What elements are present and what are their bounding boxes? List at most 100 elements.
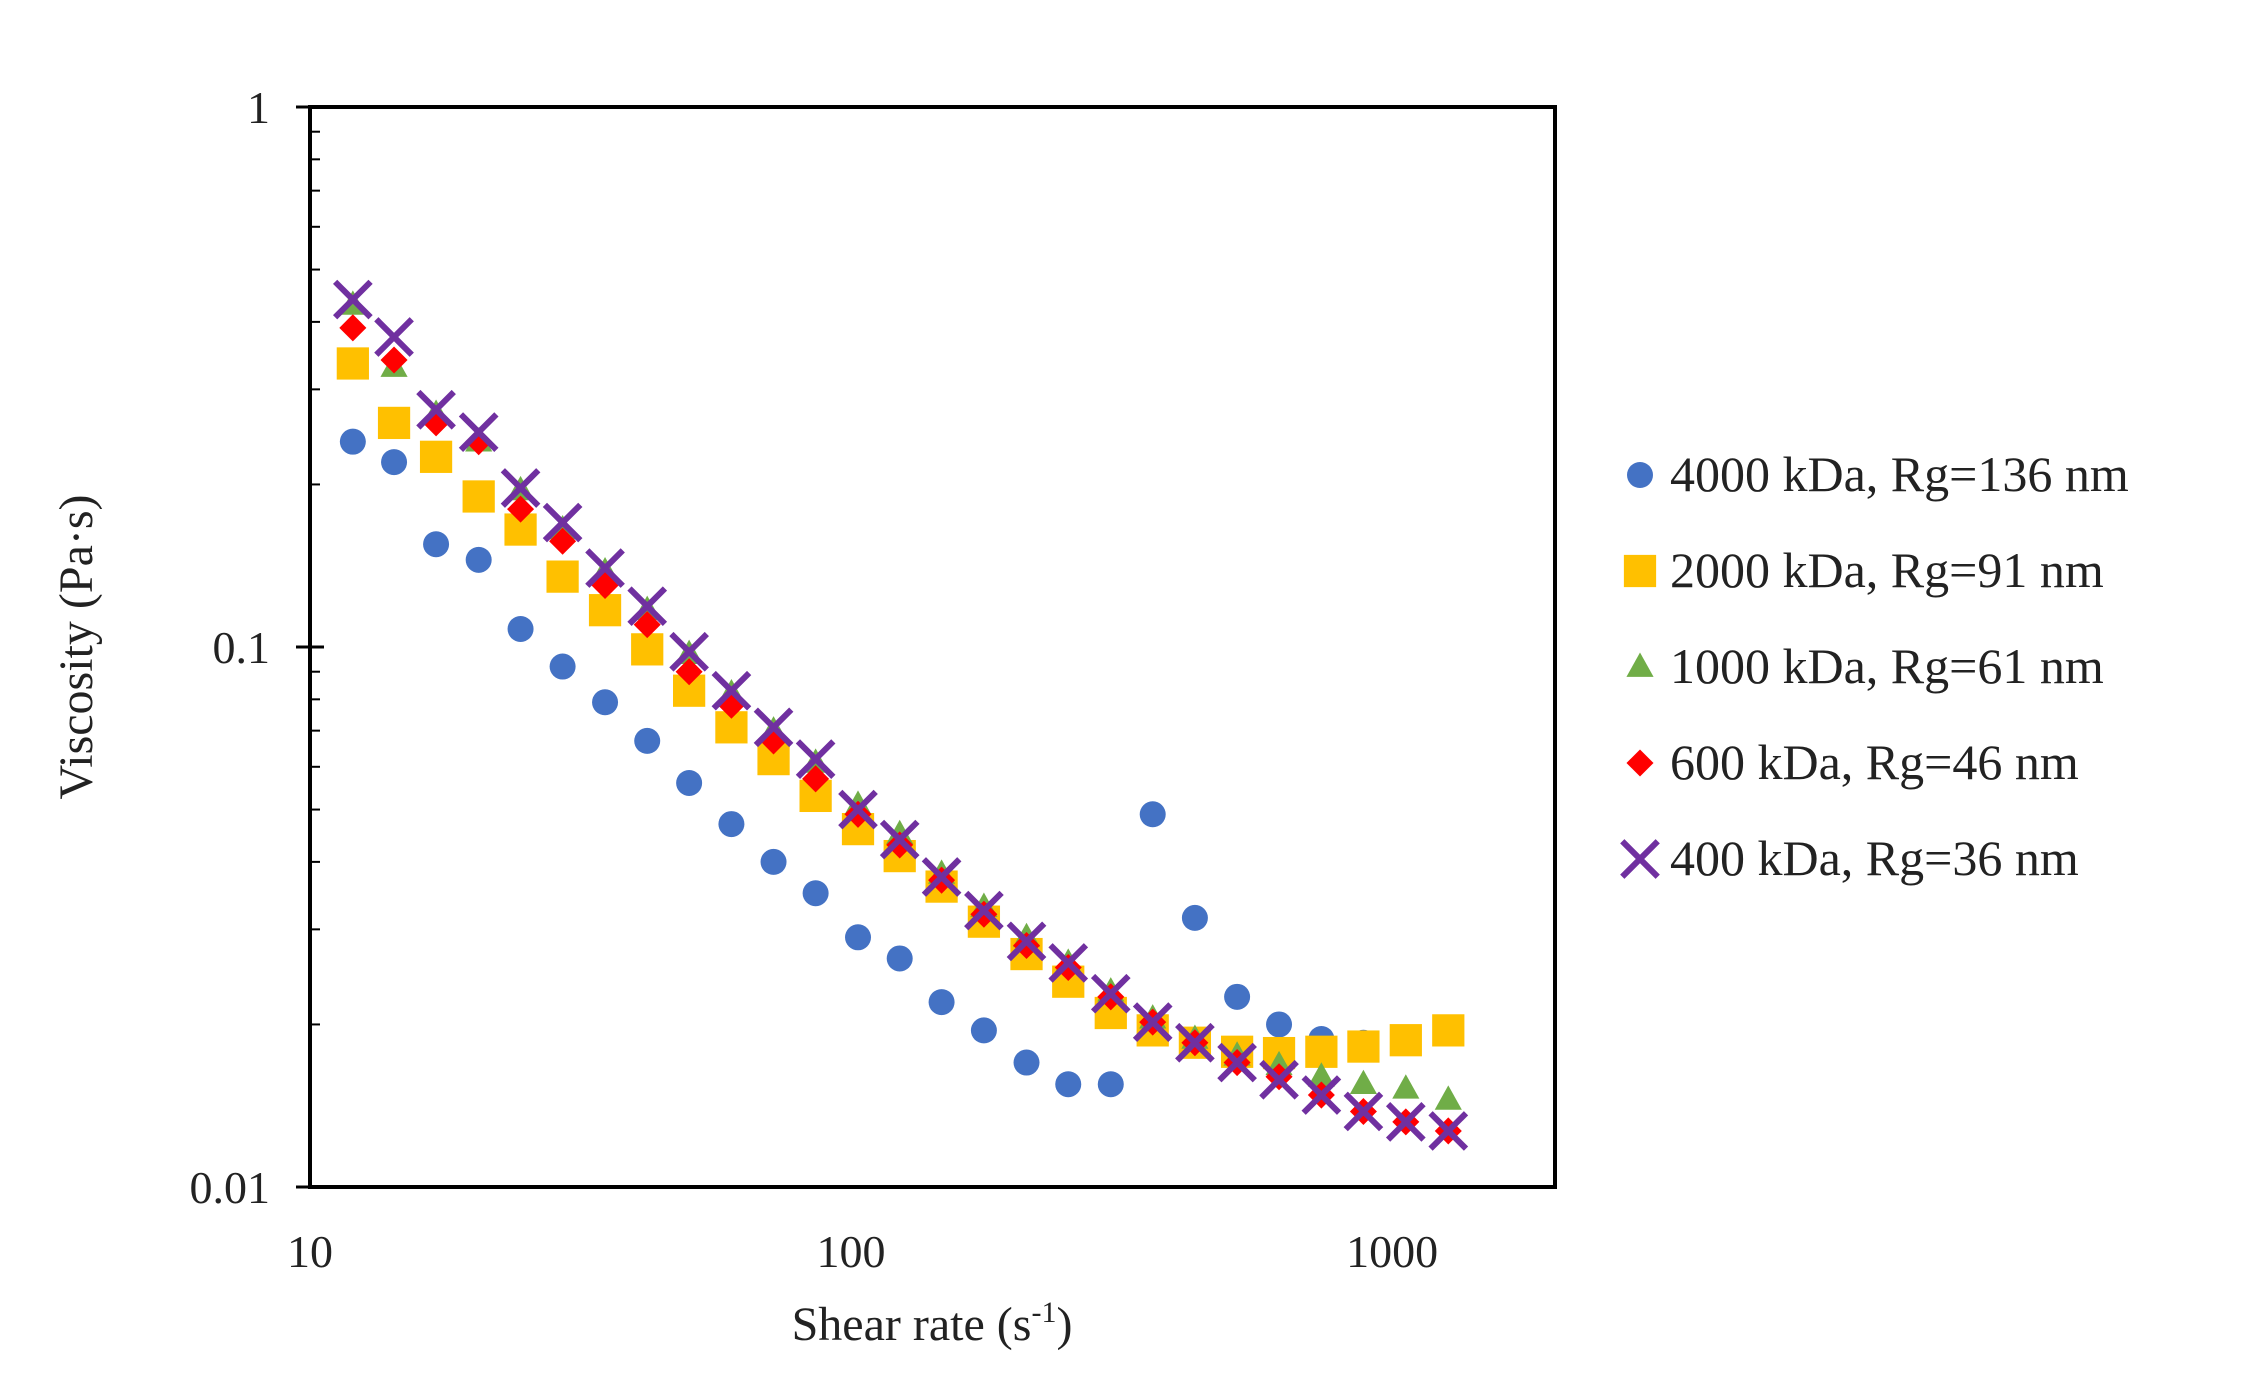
legend-marker <box>1626 652 1654 677</box>
data-point <box>802 765 830 793</box>
data-point <box>844 800 872 828</box>
data-point <box>634 727 661 754</box>
data-point <box>1132 1002 1173 1042</box>
data-point <box>675 658 703 686</box>
x-axis-ticks: 10 100 1000 <box>287 1226 1438 1277</box>
data-point <box>507 495 535 523</box>
data-point <box>465 546 492 573</box>
data-point <box>1055 1071 1082 1098</box>
data-point <box>458 412 499 452</box>
data-point <box>1048 943 1089 983</box>
data-point <box>339 428 366 455</box>
data-point <box>1006 921 1047 962</box>
y-tick-label: 0.01 <box>190 1162 271 1213</box>
data-point <box>964 890 1004 931</box>
data-point <box>1385 1102 1426 1142</box>
data-point <box>546 560 579 593</box>
x-axis-title: Shear rate (s-1) <box>792 1296 1073 1351</box>
data-point <box>339 314 367 342</box>
data-point <box>1434 1085 1462 1110</box>
data-point <box>760 848 787 875</box>
data-point <box>585 548 625 588</box>
data-point <box>380 346 408 374</box>
data-points <box>332 279 1469 1151</box>
data-point <box>1347 1030 1380 1063</box>
data-point <box>676 769 703 796</box>
data-point <box>507 615 534 642</box>
data-point <box>1349 1069 1377 1095</box>
legend-label: 4000 kDa, Rg=136 nm <box>1670 446 2129 502</box>
data-point <box>1389 1024 1422 1057</box>
legend-marker <box>1626 749 1654 777</box>
data-point <box>549 527 577 555</box>
x-tick-label: 1000 <box>1346 1226 1438 1277</box>
data-point <box>549 653 576 680</box>
data-point <box>928 989 955 1016</box>
data-point <box>1307 1062 1335 1087</box>
data-point <box>1428 1111 1469 1151</box>
data-point <box>381 449 408 476</box>
plot-area <box>308 105 1557 1189</box>
data-point <box>419 440 453 473</box>
x-tick-label: 10 <box>287 1226 333 1277</box>
data-point <box>332 279 373 320</box>
data-point <box>462 480 495 513</box>
data-point <box>711 670 752 711</box>
data-point <box>1392 1074 1420 1099</box>
legend-label: 1000 kDa, Rg=61 nm <box>1670 638 2104 694</box>
data-point <box>795 739 836 779</box>
x-axis-title-sup: -1 <box>1031 1296 1056 1329</box>
data-point <box>377 406 411 440</box>
y-axis-ticks: 0.01 0.1 1 <box>190 82 324 1213</box>
data-point <box>886 945 913 972</box>
legend: 4000 kDa, Rg=136 nm 2000 kDa, Rg=91 nm 100… <box>1620 446 2129 886</box>
data-point <box>588 594 622 627</box>
data-point <box>1259 1059 1299 1100</box>
legend-marker <box>1623 554 1657 588</box>
data-point <box>1054 953 1082 981</box>
data-point <box>718 811 745 838</box>
data-point <box>416 389 456 430</box>
data-point <box>1181 904 1208 931</box>
data-point <box>592 689 619 716</box>
legend-label: 400 kDa, Rg=36 nm <box>1670 830 2079 886</box>
series-5 <box>332 279 1469 1151</box>
y-axis-title: Viscosity (Pa·s) <box>50 494 103 799</box>
legend-label: 600 kDa, Rg=46 nm <box>1670 734 2079 790</box>
data-point <box>1343 1091 1384 1132</box>
data-point <box>423 531 450 558</box>
data-point <box>1097 1071 1124 1098</box>
legend-marker <box>1620 839 1660 879</box>
legend-label: 2000 kDa, Rg=91 nm <box>1670 542 2104 598</box>
data-point <box>1217 1042 1257 1083</box>
data-point <box>542 502 583 543</box>
data-point <box>753 707 794 748</box>
data-point <box>879 819 920 860</box>
data-point <box>1175 1022 1215 1063</box>
data-point <box>633 611 661 639</box>
data-point <box>1301 1075 1342 1115</box>
data-point <box>802 880 829 907</box>
data-point <box>1139 801 1166 828</box>
data-point <box>970 1017 997 1044</box>
data-point <box>500 468 541 508</box>
data-point <box>1432 1014 1465 1047</box>
data-point <box>336 347 369 380</box>
data-point <box>886 831 914 859</box>
legend-marker <box>1627 462 1653 488</box>
y-tick-label: 0.1 <box>213 622 271 673</box>
x-tick-label: 100 <box>817 1226 886 1277</box>
data-point <box>1090 973 1131 1014</box>
data-point <box>631 633 664 666</box>
data-point <box>838 789 878 830</box>
data-point <box>845 924 872 951</box>
y-tick-label: 1 <box>247 82 270 133</box>
data-point <box>374 317 414 357</box>
data-point <box>627 586 668 627</box>
data-point <box>1013 1049 1040 1076</box>
data-point <box>921 857 962 897</box>
x-axis-title-close: ) <box>1056 1298 1072 1351</box>
x-axis-title-main: Shear rate (s <box>792 1298 1032 1351</box>
data-point <box>669 631 709 672</box>
